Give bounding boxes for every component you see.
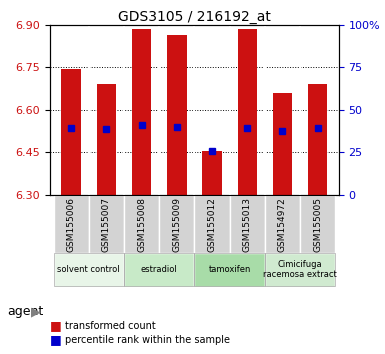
Title: GDS3105 / 216192_at: GDS3105 / 216192_at bbox=[118, 10, 271, 24]
FancyBboxPatch shape bbox=[265, 253, 335, 287]
FancyBboxPatch shape bbox=[265, 195, 300, 253]
Bar bbox=[238, 29, 257, 195]
FancyBboxPatch shape bbox=[54, 253, 124, 287]
FancyBboxPatch shape bbox=[89, 195, 124, 253]
Text: percentile rank within the sample: percentile rank within the sample bbox=[65, 335, 231, 345]
FancyBboxPatch shape bbox=[124, 195, 159, 253]
Text: GSM155005: GSM155005 bbox=[313, 198, 322, 252]
Bar bbox=[132, 29, 151, 195]
Text: ■: ■ bbox=[50, 319, 62, 332]
Text: GSM155009: GSM155009 bbox=[172, 198, 181, 252]
Bar bbox=[308, 84, 327, 195]
FancyBboxPatch shape bbox=[194, 253, 265, 287]
Text: transformed count: transformed count bbox=[65, 321, 156, 331]
Text: agent: agent bbox=[8, 305, 44, 318]
Text: ▶: ▶ bbox=[31, 305, 40, 318]
FancyBboxPatch shape bbox=[54, 195, 89, 253]
Bar bbox=[203, 151, 222, 195]
Text: tamoxifen: tamoxifen bbox=[208, 265, 251, 274]
Text: ■: ■ bbox=[50, 333, 62, 346]
Bar bbox=[167, 35, 186, 195]
Text: Cimicifuga
racemosa extract: Cimicifuga racemosa extract bbox=[263, 260, 337, 279]
FancyBboxPatch shape bbox=[194, 195, 229, 253]
Text: GSM155013: GSM155013 bbox=[243, 198, 252, 252]
Bar bbox=[97, 84, 116, 195]
Text: GSM155012: GSM155012 bbox=[208, 198, 216, 252]
Text: GSM155008: GSM155008 bbox=[137, 198, 146, 252]
Bar bbox=[273, 93, 292, 195]
Text: GSM154972: GSM154972 bbox=[278, 198, 287, 252]
Text: GSM155007: GSM155007 bbox=[102, 198, 111, 252]
Text: estradiol: estradiol bbox=[141, 265, 177, 274]
FancyBboxPatch shape bbox=[229, 195, 265, 253]
FancyBboxPatch shape bbox=[124, 253, 194, 287]
Bar bbox=[62, 69, 81, 195]
FancyBboxPatch shape bbox=[300, 195, 335, 253]
FancyBboxPatch shape bbox=[159, 195, 194, 253]
Text: solvent control: solvent control bbox=[57, 265, 120, 274]
Text: GSM155006: GSM155006 bbox=[67, 198, 76, 252]
